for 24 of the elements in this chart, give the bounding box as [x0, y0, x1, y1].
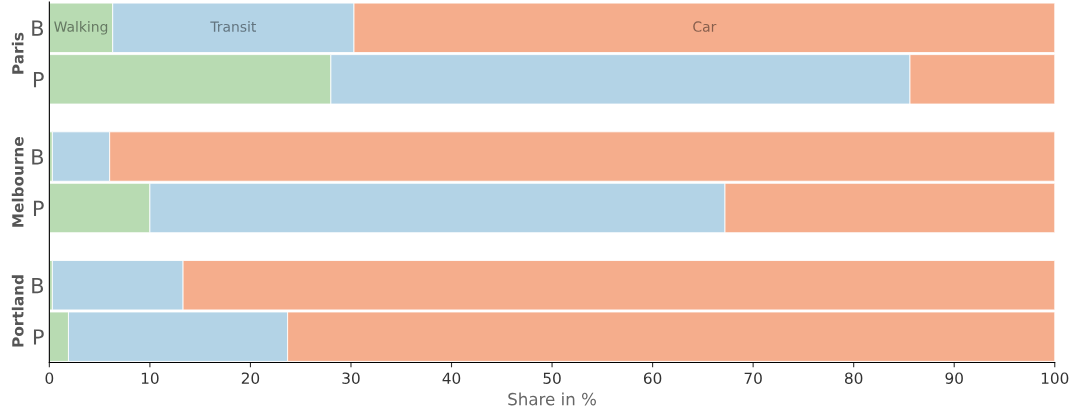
series-label: Transit	[210, 21, 257, 32]
y-tick-label: P	[33, 200, 44, 216]
text: Portland	[11, 275, 24, 347]
series-label: Walking	[54, 21, 108, 35]
text: Melbourne	[11, 137, 24, 227]
x-tick-label: 30	[342, 372, 360, 384]
x-tick-label: 50	[543, 372, 561, 384]
x-tick-label: 60	[643, 372, 662, 384]
y-tick-label: P	[33, 72, 44, 88]
y-tick-label: P	[33, 329, 44, 345]
text: Paris	[11, 32, 24, 74]
y-tick-label: B	[32, 277, 44, 294]
x-tick-label: 70	[744, 372, 762, 384]
y-tick-label: B	[32, 20, 44, 36]
x-tick-label: 80	[844, 372, 863, 384]
series-label: Car	[693, 21, 717, 32]
x-tick-label: 20	[241, 372, 260, 384]
x-tick-label: 0	[45, 372, 54, 384]
x-tick-label: 10	[141, 372, 159, 384]
y-tick-label: B	[32, 149, 44, 165]
x-axis-title: Share in %	[508, 392, 596, 406]
x-tick-label: 40	[442, 372, 461, 384]
x-tick-label: 100	[1041, 372, 1069, 384]
x-tick-label: 90	[945, 372, 963, 384]
